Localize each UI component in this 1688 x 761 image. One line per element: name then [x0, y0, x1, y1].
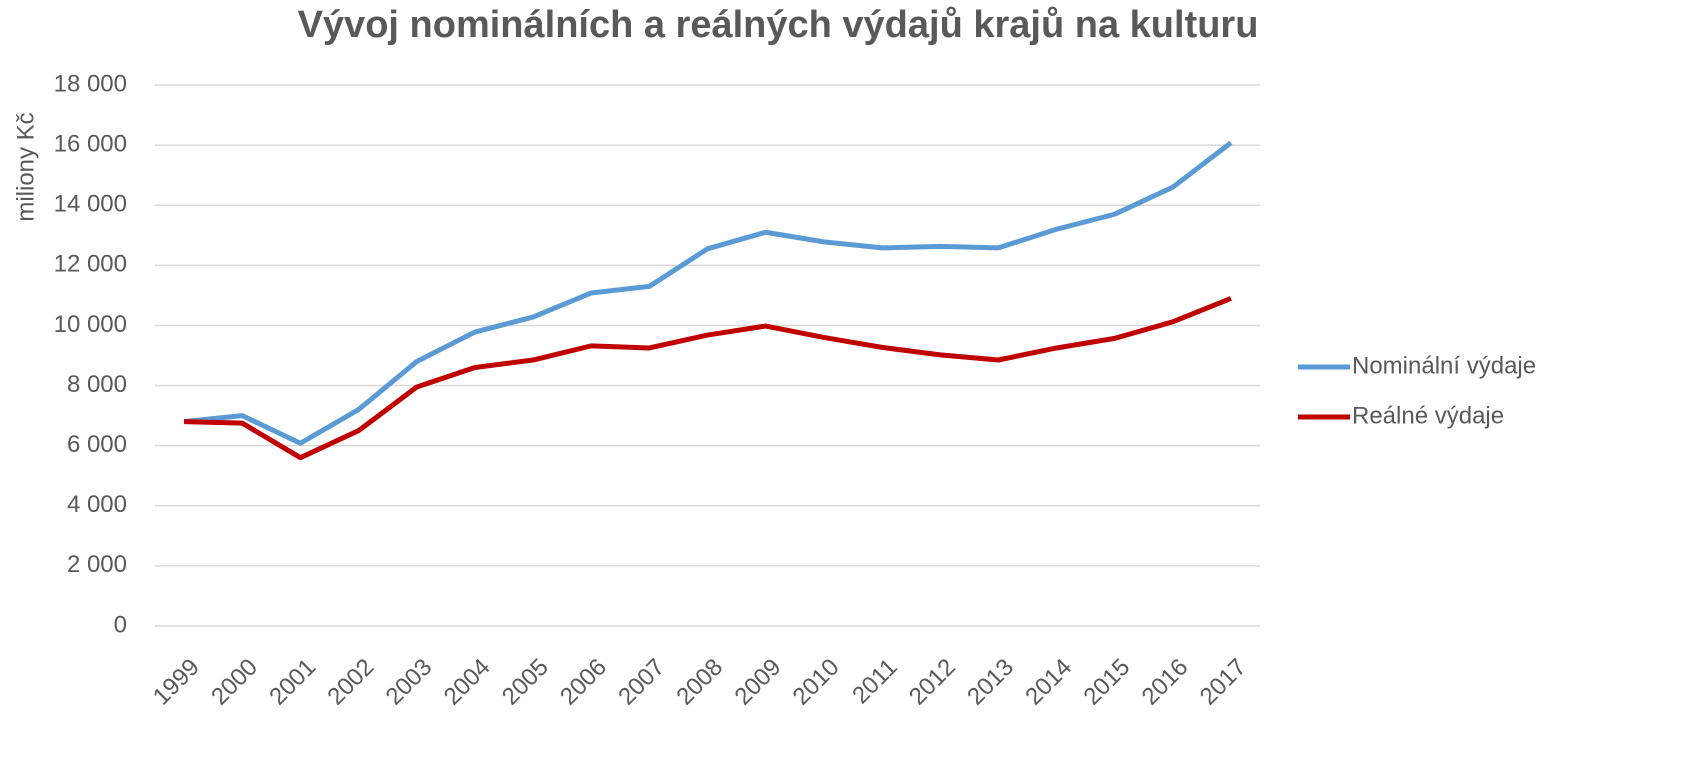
- x-tick-label: 2002: [322, 654, 379, 711]
- y-axis-label: miliony Kč: [12, 112, 39, 221]
- legend-label: Nominální výdaje: [1352, 352, 1536, 379]
- x-tick-label: 2001: [264, 654, 321, 711]
- y-tick-label: 14 000: [54, 191, 127, 218]
- x-tick-label: 2009: [730, 654, 787, 711]
- x-tick-label: 2012: [904, 654, 961, 711]
- legend-label: Reálné výdaje: [1352, 402, 1504, 429]
- x-tick-label: 2004: [439, 654, 496, 711]
- chart-title: Vývoj nominálních a reálných výdajů kraj…: [298, 4, 1259, 46]
- x-tick-label: 2006: [555, 654, 612, 711]
- x-tick-label: 2017: [1195, 654, 1252, 711]
- data-line: [184, 296, 1232, 461]
- x-tick-label: 2016: [1137, 654, 1194, 711]
- y-tick-label: 8 000: [67, 371, 127, 398]
- x-tick-label: 1999: [148, 654, 205, 711]
- y-tick-label: 2 000: [67, 551, 127, 578]
- x-tick-label: 2014: [1020, 654, 1077, 711]
- data-line: [183, 140, 1233, 446]
- x-tick-label: 2015: [1078, 654, 1135, 711]
- x-tick-label: 2005: [497, 654, 554, 711]
- x-tick-label: 2000: [206, 654, 263, 711]
- y-tick-label: 4 000: [67, 491, 127, 518]
- y-tick-label: 12 000: [54, 251, 127, 278]
- x-tick-label: 2011: [847, 654, 903, 710]
- y-tick-label: 18 000: [54, 70, 127, 97]
- x-tick-label: 2003: [381, 654, 438, 711]
- x-tick-label: 2010: [788, 654, 845, 711]
- y-tick-label: 0: [114, 611, 127, 638]
- x-tick-label: 2007: [613, 654, 670, 711]
- y-tick-label: 6 000: [67, 431, 127, 458]
- y-tick-label: 10 000: [54, 311, 127, 338]
- x-tick-label: 2008: [671, 654, 728, 711]
- x-tick-label: 2013: [962, 654, 1019, 711]
- y-tick-label: 16 000: [54, 130, 127, 157]
